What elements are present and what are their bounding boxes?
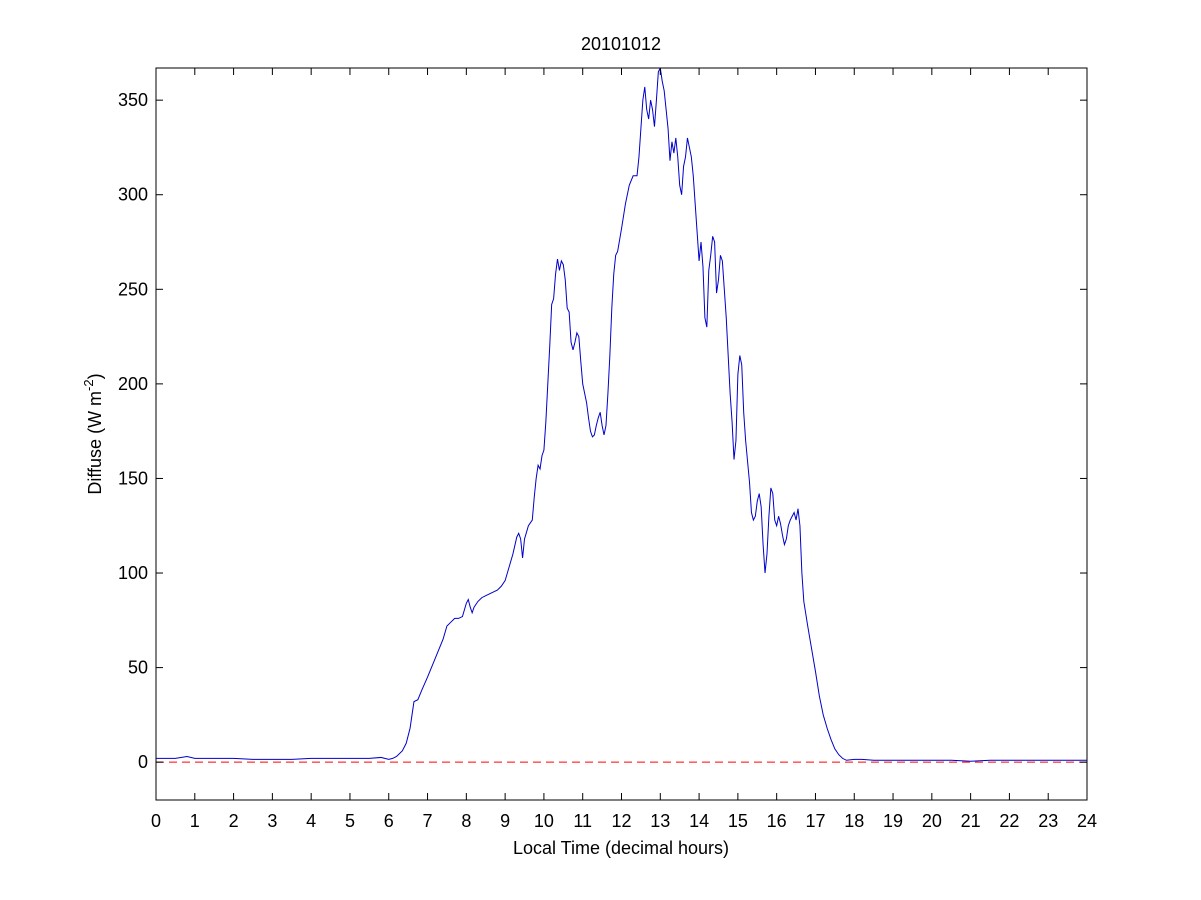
plot-area	[155, 67, 1088, 801]
x-axis-ticks: 0 1 2 3 4 5 6 7 8 9 10 11 12 13 14 15 16 17 18 19 20 21 22 23 24	[151, 68, 1097, 831]
y-axis-label-text: Diffuse (W m	[85, 391, 105, 495]
y-axis-label-suffix: )	[85, 373, 105, 379]
x-tick-label: 19	[883, 811, 903, 831]
y-axis-label: Diffuse (W m-2)	[81, 373, 105, 494]
x-tick-label: 21	[961, 811, 981, 831]
x-tick-label: 4	[306, 811, 316, 831]
y-tick-label: 150	[118, 468, 148, 488]
y-axis-label-superscript: -2	[81, 379, 96, 391]
diffuse-series-line	[156, 68, 1087, 762]
x-tick-label: 5	[345, 811, 355, 831]
x-tick-label: 20	[922, 811, 942, 831]
y-tick-label: 200	[118, 374, 148, 394]
x-tick-label: 10	[534, 811, 554, 831]
x-tick-label: 23	[1038, 811, 1058, 831]
series-layer	[156, 68, 1087, 763]
y-tick-label: 300	[118, 185, 148, 205]
x-tick-label: 9	[500, 811, 510, 831]
plot-background	[156, 68, 1087, 800]
x-axis-label: Local Time (decimal hours)	[513, 838, 729, 858]
x-tick-label: 1	[190, 811, 200, 831]
x-tick-label: 18	[844, 811, 864, 831]
x-tick-label: 7	[423, 811, 433, 831]
x-tick-label: 22	[999, 811, 1019, 831]
x-tick-label: 24	[1077, 811, 1097, 831]
y-tick-label: 50	[128, 658, 148, 678]
x-tick-label: 16	[767, 811, 787, 831]
y-tick-label: 0	[138, 752, 148, 772]
y-tick-label: 100	[118, 563, 148, 583]
chart-title: 20101012	[581, 34, 661, 54]
x-tick-label: 17	[805, 811, 825, 831]
x-tick-label: 3	[267, 811, 277, 831]
y-axis-ticks: 0 50 100 150 200 250 300 350	[118, 90, 1087, 772]
y-tick-label: 250	[118, 279, 148, 299]
x-tick-label: 0	[151, 811, 161, 831]
y-tick-label: 350	[118, 90, 148, 110]
x-tick-label: 13	[650, 811, 670, 831]
x-tick-label: 11	[573, 811, 592, 831]
x-tick-label: 2	[229, 811, 239, 831]
x-tick-label: 6	[384, 811, 394, 831]
x-tick-label: 15	[728, 811, 748, 831]
x-tick-label: 14	[689, 811, 709, 831]
x-tick-label: 8	[461, 811, 471, 831]
x-tick-label: 12	[611, 811, 631, 831]
